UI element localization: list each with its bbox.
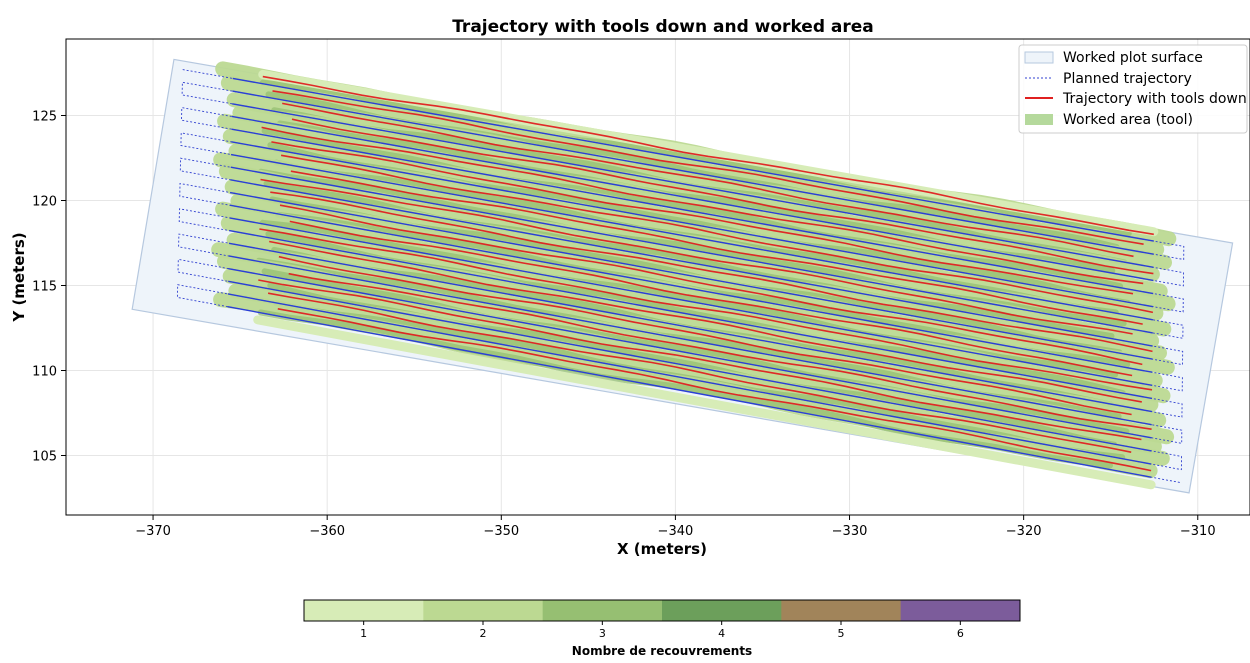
x-tick-label: −340 (658, 524, 694, 539)
worked-area-overlap (257, 309, 1113, 469)
planned-row-line (227, 293, 1152, 465)
tools-down-path (282, 102, 1134, 258)
tools-down-layer (258, 75, 1154, 472)
colorbar-segment (781, 600, 902, 621)
x-axis-label: X (meters) (617, 540, 707, 558)
planned-row-line (231, 141, 1154, 308)
tools-down-path (262, 75, 1154, 236)
tools-down-path (289, 220, 1133, 377)
planned-row-line (232, 77, 1154, 242)
planned-row-line (232, 90, 1154, 255)
colorbar-tick-label: 1 (360, 627, 367, 640)
y-tick-label: 120 (32, 195, 57, 210)
colorbar-tick-label: 2 (480, 627, 487, 640)
planned-row-line (229, 204, 1153, 373)
colorbar: 1 2 3 4 5 6 (303, 599, 1021, 640)
planned-row-line (228, 255, 1152, 426)
tools-down-path (277, 308, 1152, 472)
colorbar-frame (303, 599, 1021, 622)
x-tick-label: −320 (1006, 524, 1042, 539)
colorbar-segment (662, 600, 782, 621)
colorbar-segment (542, 600, 663, 621)
tools-down-path (278, 255, 1132, 416)
worked-area-overlap (261, 268, 1130, 435)
legend-label-surface: Worked plot surface (1063, 50, 1203, 66)
colorbar-segment (423, 600, 544, 621)
tools-down-path (258, 279, 1142, 441)
legend-swatch-worked (1025, 114, 1053, 125)
colorbar-tick-label: 6 (957, 627, 964, 640)
tools-down-path (272, 90, 1144, 245)
colorbar-segment (304, 600, 424, 621)
legend-label-planned: Planned trajectory (1063, 71, 1192, 87)
y-axis-label: Y (meters) (10, 232, 28, 322)
tools-down-path (269, 240, 1142, 403)
chart-title: Trajectory with tools down and worked ar… (452, 17, 874, 37)
x-tick-label: −350 (483, 524, 519, 539)
planned-row-line (232, 103, 1154, 269)
plot-frame (65, 38, 1250, 516)
x-tick-label: −330 (832, 524, 868, 539)
planned-row-line (230, 166, 1153, 334)
y-tick-label: 110 (32, 365, 57, 380)
worked-area-overlap (261, 127, 1124, 290)
legend-label-worked: Worked area (tool) (1063, 112, 1193, 128)
plot-area (131, 58, 1234, 494)
legend: Worked plot surface Planned trajectory T… (1018, 44, 1248, 134)
tools-down-path (280, 154, 1154, 314)
colorbar-tick-label: 4 (718, 627, 725, 640)
planned-row-line (228, 267, 1152, 439)
y-axis-ticks: 105 110 115 120 125 (32, 110, 66, 465)
tools-down-path (290, 170, 1143, 325)
x-tick-label: −360 (309, 524, 345, 539)
planned-row-line (227, 305, 1152, 478)
planned-row-line (229, 229, 1153, 400)
planned-row-line (228, 280, 1152, 452)
tools-down-path (288, 272, 1152, 430)
tools-down-path (270, 191, 1153, 353)
planned-trajectory-layer (176, 69, 1185, 484)
legend-label-tools: Trajectory with tools down (1062, 91, 1247, 107)
tools-down-path (260, 178, 1133, 335)
colorbar-tick-label: 5 (838, 627, 845, 640)
y-tick-label: 125 (32, 110, 57, 125)
colorbar-segment (900, 600, 1021, 621)
planned-row-line (231, 128, 1154, 295)
legend-box (1018, 44, 1248, 134)
worked-area-edge (258, 69, 1159, 237)
legend-swatch-surface (1024, 51, 1054, 64)
tools-down-path (291, 118, 1154, 275)
tools-down-path (267, 292, 1132, 453)
tools-down-path (259, 228, 1153, 391)
colorbar-tick-label: 3 (599, 627, 606, 640)
x-tick-label: −310 (1180, 524, 1216, 539)
worked-area-band (226, 232, 1159, 413)
y-tick-label: 115 (32, 280, 57, 295)
worked-area-band (226, 92, 1172, 270)
colorbar-label: Nombre de recouvrements (572, 644, 752, 658)
tools-down-path (279, 204, 1143, 366)
planned-row-line (230, 191, 1153, 360)
planned-row-line (230, 179, 1153, 347)
x-axis-ticks: −370 −360 −350 −340 −330 −320 −310 (135, 515, 1216, 539)
planned-row-line (228, 242, 1152, 413)
tools-down-path (271, 141, 1134, 295)
tools-down-path (261, 126, 1144, 285)
planned-row-line (229, 217, 1153, 387)
planned-row-line (230, 153, 1154, 321)
worked-area-edge (253, 315, 1156, 490)
worked-area-band (224, 179, 1167, 361)
planned-row-line (231, 115, 1154, 282)
x-tick-label: −370 (135, 524, 171, 539)
y-tick-label: 105 (32, 450, 57, 465)
